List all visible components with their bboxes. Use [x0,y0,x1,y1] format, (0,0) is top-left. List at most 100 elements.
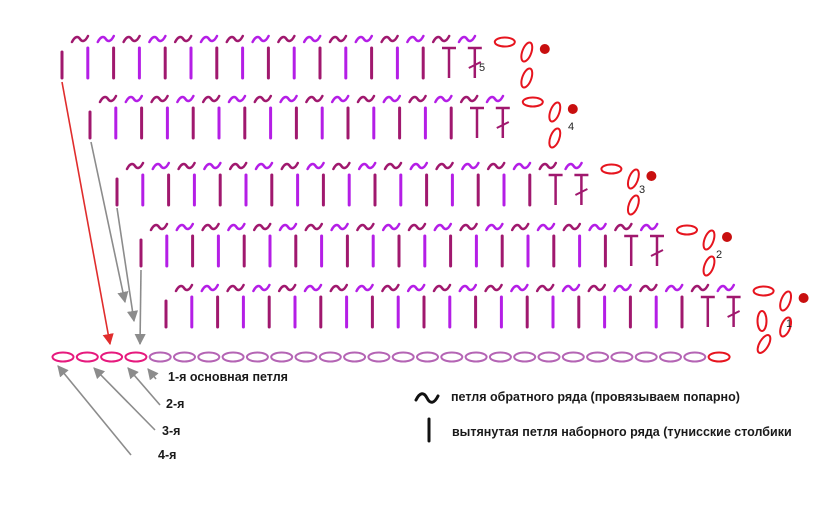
foundation-chain-loop [440,351,464,363]
foundation-chain-loop [391,351,415,363]
return-loop [510,283,529,293]
return-loop [280,161,300,171]
row-number-4: 4 [568,121,575,133]
return-loop [279,94,298,104]
return-loop [588,222,607,232]
return-loop [96,34,116,44]
return-loop [561,283,581,293]
turning-chain [548,101,562,123]
return-loop [587,283,607,293]
return-loop [512,161,532,171]
return-loop [306,161,325,171]
return-loop [228,161,248,171]
row-marker [646,171,657,181]
label-base-2: 2-я [166,397,185,411]
foundation-chain-loop [659,351,682,363]
turning-chain [521,96,544,108]
foundation-chain-loop [561,351,585,363]
foundation-chain-loop [610,351,634,363]
return-loop [433,222,453,232]
t-stitch-cross [727,310,741,318]
return-loop [409,161,429,171]
return-loop [173,34,193,44]
return-loop [277,34,296,44]
label-base-3: 3-я [162,424,181,438]
turning-chain [493,36,516,48]
arrow-row4 [90,141,129,304]
return-loop [406,283,426,293]
return-loop [356,222,375,232]
foundation-chain-loop [537,351,561,363]
return-loop [690,283,710,293]
return-loop [381,283,400,293]
return-loop [174,283,194,293]
return-loop [98,94,118,104]
foundation-chain-loop [416,351,439,363]
return-loop [328,34,348,44]
return-loop [175,222,195,232]
turning-chain [548,127,562,149]
foundation-chain-loop [245,351,269,363]
return-loop [639,222,659,232]
return-loop [254,161,274,171]
return-loop [227,222,246,232]
return-loop [383,161,403,171]
foundation-chain-loop [488,351,512,363]
return-loop [484,283,503,293]
return-loop [434,94,453,104]
return-loop [485,94,505,104]
foundation-chain-loop [464,351,488,363]
return-loop [124,94,144,104]
row-marker [567,104,578,114]
return-loop [277,283,297,293]
foundation-chain-loop [51,351,75,363]
return-loop [357,161,377,171]
return-loop [252,222,272,232]
foundation-chain-loop [294,351,318,363]
return-loop [381,222,401,232]
return-loop [486,161,506,171]
row-number-5: 5 [479,62,486,74]
tilde-icon [414,392,440,404]
turning-chain [702,255,716,277]
return-loop [614,222,633,232]
t-stitch-cross [468,61,482,69]
t-stitch-cross [496,121,510,129]
t-stitch-cross [574,188,588,196]
return-loop [613,283,632,293]
return-loop [200,283,220,293]
return-loop [149,222,169,232]
return-loop [226,283,245,293]
foundation-chain-loop [683,351,707,363]
foundation-turn [756,334,772,354]
foundation-chain-loop [318,351,342,363]
foundation-chain-loop [270,351,294,363]
legend-return-loop: петля обратного ряда (провязываем попарн… [451,390,740,404]
arrow-row2 [134,269,146,346]
return-loop [227,94,247,104]
arrow-label-3 [93,367,156,431]
return-loop [485,222,504,232]
foundation-chain-loop [513,351,537,363]
return-loop [716,283,736,293]
arrow-label-1 [147,368,159,381]
label-base-4: 4-я [158,448,177,462]
return-loop [562,222,582,232]
return-loop [150,94,169,104]
return-loop [203,161,222,171]
return-loop [356,94,376,104]
return-loop [564,161,583,171]
return-loop [199,34,219,44]
row-5 [60,34,550,89]
arrow-row3 [116,207,139,323]
return-loop [122,34,141,44]
row-number-3: 3 [639,184,646,196]
row-1 [164,283,809,338]
return-loop [639,283,658,293]
turning-chain [626,168,640,190]
vertical-bar-icon [427,417,431,443]
turning-chain [779,316,793,338]
return-loop [125,161,145,171]
return-loop [538,161,558,171]
return-loop [251,34,270,44]
